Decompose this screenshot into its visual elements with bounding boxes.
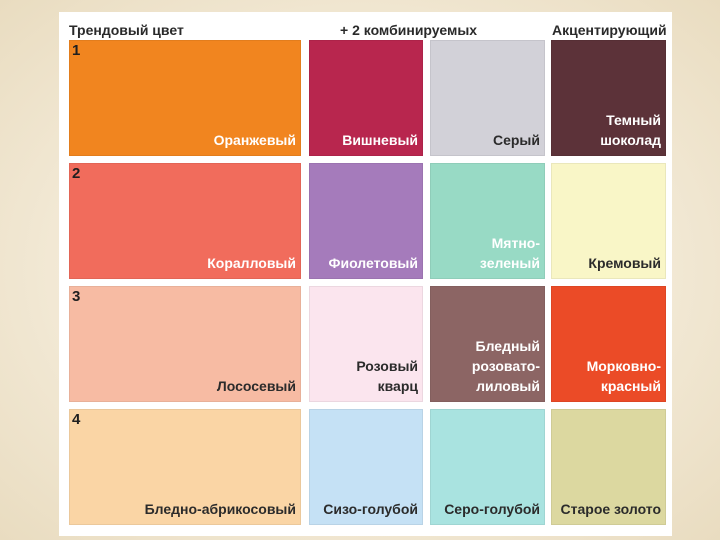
color-palette-panel: Трендовый цвет + 2 комбинируемых Акценти…: [59, 12, 672, 536]
swatch-label: Серый: [492, 132, 540, 148]
swatch-accent: Морковно- красный: [551, 286, 666, 402]
swatch-label: Коралловый: [207, 255, 296, 271]
swatch-label: Бледно-абрикосовый: [144, 501, 296, 517]
swatch-accent: Кремовый: [551, 163, 666, 279]
row-number: 3: [72, 288, 81, 305]
swatch-main: 4 Бледно-абрикосовый: [69, 409, 301, 525]
swatch-main: 1 Оранжевый: [69, 40, 301, 156]
swatch-label: Морковно- красный: [586, 358, 661, 394]
row-number: 4: [72, 411, 81, 428]
swatch-main: 3 Лососевый: [69, 286, 301, 402]
swatch-label: Лососевый: [216, 378, 296, 394]
swatch-combo-1: Фиолетовый: [309, 163, 423, 279]
swatch-label: Серо-голубой: [444, 501, 540, 517]
swatch-label: Темный шоколад: [600, 112, 661, 148]
swatch-label: Мятно- зеленый: [479, 235, 540, 271]
swatch-label: Сизо-голубой: [323, 501, 418, 517]
header-accent: Акцентирующий: [552, 22, 667, 38]
palette-row-2: 2 Коралловый Фиолетовый Мятно- зеленый К…: [69, 163, 669, 279]
row-number: 2: [72, 165, 81, 182]
swatch-accent: Темный шоколад: [551, 40, 666, 156]
palette-row-4: 4 Бледно-абрикосовый Сизо-голубой Серо-г…: [69, 409, 669, 525]
swatch-label: Старое золото: [560, 501, 661, 517]
swatch-label: Кремовый: [588, 255, 661, 271]
header-combinable: + 2 комбинируемых: [340, 22, 478, 38]
swatch-accent: Старое золото: [551, 409, 666, 525]
swatch-label: Вишневый: [342, 132, 418, 148]
swatch-label: Бледный розовато- лиловый: [471, 338, 540, 394]
palette-row-3: 3 Лососевый Розовый кварц Бледный розова…: [69, 286, 669, 402]
swatch-label: Фиолетовый: [328, 255, 418, 271]
header-trend-color: Трендовый цвет: [69, 22, 184, 38]
row-number: 1: [72, 42, 81, 59]
swatch-label: Оранжевый: [213, 132, 296, 148]
palette-row-1: 1 Оранжевый Вишневый Серый Темный шокола…: [69, 40, 669, 156]
swatch-combo-2: Бледный розовато- лиловый: [430, 286, 545, 402]
swatch-main: 2 Коралловый: [69, 163, 301, 279]
swatch-combo-1: Вишневый: [309, 40, 423, 156]
swatch-combo-1: Розовый кварц: [309, 286, 423, 402]
swatch-combo-2: Серо-голубой: [430, 409, 545, 525]
swatch-combo-2: Серый: [430, 40, 545, 156]
swatch-combo-2: Мятно- зеленый: [430, 163, 545, 279]
swatch-combo-1: Сизо-голубой: [309, 409, 423, 525]
swatch-label: Розовый кварц: [356, 358, 418, 394]
